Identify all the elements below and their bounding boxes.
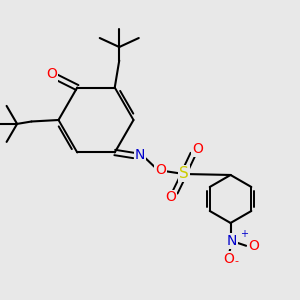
Text: +: +: [240, 230, 248, 239]
Text: O: O: [192, 142, 203, 157]
Text: O: O: [165, 190, 176, 205]
Text: O: O: [46, 67, 57, 81]
Text: S: S: [179, 166, 189, 181]
Text: -: -: [235, 256, 239, 266]
Text: O: O: [248, 239, 259, 253]
Text: N: N: [227, 234, 237, 248]
Text: N: N: [135, 148, 146, 163]
Text: O: O: [155, 164, 166, 178]
Text: O: O: [224, 252, 235, 266]
